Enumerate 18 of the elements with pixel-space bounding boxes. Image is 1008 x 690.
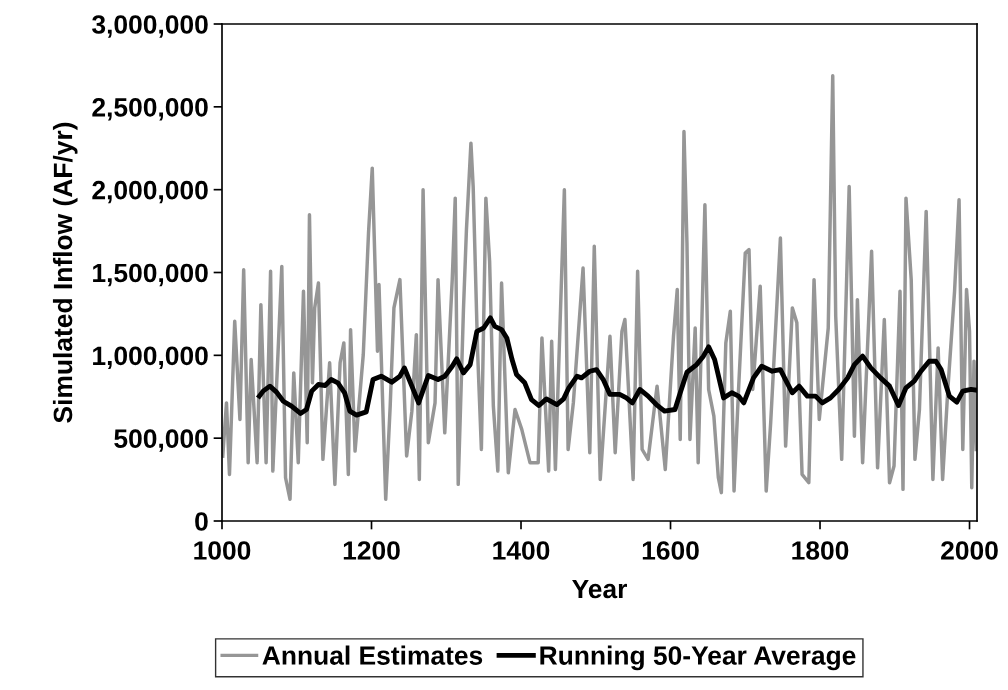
legend-label: Annual Estimates	[262, 645, 483, 665]
x-tick-label: 1200	[343, 541, 400, 560]
legend-label: Running 50-Year Average	[540, 645, 856, 671]
y-axis-title: Simulated Inflow (AF/yr)	[52, 122, 78, 423]
y-tick-label: 1,500,000	[93, 263, 208, 287]
y-tick-label: 500,000	[114, 429, 208, 452]
line-series	[222, 74, 977, 502]
x-tick-label: 1400	[493, 541, 550, 560]
y-tick-label: 0	[195, 512, 208, 531]
x-tick-label: 1000	[194, 541, 251, 560]
y-tick-label: 2,500,000	[92, 97, 208, 121]
y-tick-label: 2,000,000	[92, 180, 208, 204]
x-tick-label: 2000	[941, 541, 998, 560]
x-tick-label: 1600	[642, 541, 699, 560]
y-tick-label: 1,000,000	[93, 346, 208, 369]
x-axis-title: Year	[572, 579, 627, 599]
x-tick-label: 1800	[792, 541, 849, 560]
y-tick-label: 3,000,000	[92, 15, 208, 38]
